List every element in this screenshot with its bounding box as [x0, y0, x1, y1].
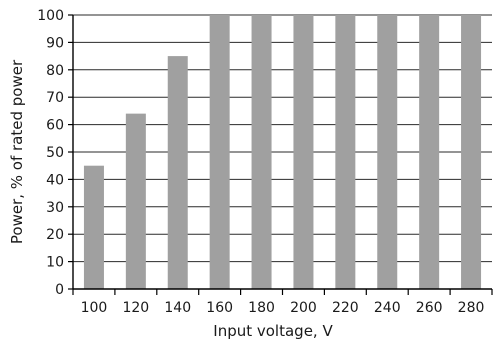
bar-260 [419, 15, 440, 289]
x-tick-label: 200 [290, 300, 317, 316]
bar-140 [167, 56, 188, 289]
y-tick-label: 90 [46, 35, 64, 51]
y-tick-label: 40 [46, 172, 64, 188]
y-tick-label: 60 [46, 118, 64, 134]
bar-220 [335, 15, 356, 289]
bar-180 [251, 15, 272, 289]
y-tick-label: 20 [46, 227, 64, 243]
x-tick-label: 160 [206, 300, 233, 316]
bar-120 [125, 113, 146, 289]
x-tick-label: 140 [164, 300, 191, 316]
x-tick-label: 180 [248, 300, 275, 316]
y-axis-title: Power, % of rated power [8, 59, 26, 244]
x-tick-labels: 100 120 140 160 180 200 220 240 260 280 [81, 300, 485, 316]
bars [83, 15, 482, 289]
y-tick-label: 70 [46, 90, 64, 106]
x-tick-label: 120 [122, 300, 149, 316]
bar-160 [209, 15, 230, 289]
y-tick-label: 80 [46, 63, 64, 79]
y-tick-labels: 0 10 20 30 40 50 60 70 80 90 100 [37, 8, 64, 298]
y-tick-label: 0 [55, 282, 64, 298]
y-tick-label: 100 [37, 8, 64, 24]
bar-100 [83, 165, 104, 289]
x-tick-label: 280 [458, 300, 485, 316]
y-tick-label: 10 [46, 255, 64, 271]
x-tick-label: 260 [416, 300, 443, 316]
y-tick-label: 30 [46, 200, 64, 216]
x-tick-label: 220 [332, 300, 359, 316]
y-tick-label: 50 [46, 145, 64, 161]
bar-200 [293, 15, 314, 289]
bar-240 [377, 15, 398, 289]
x-tick-label: 240 [374, 300, 401, 316]
x-tick-label: 100 [81, 300, 108, 316]
axes [68, 14, 493, 295]
x-axis-title: Input voltage, V [213, 322, 333, 340]
bar-280 [461, 15, 482, 289]
